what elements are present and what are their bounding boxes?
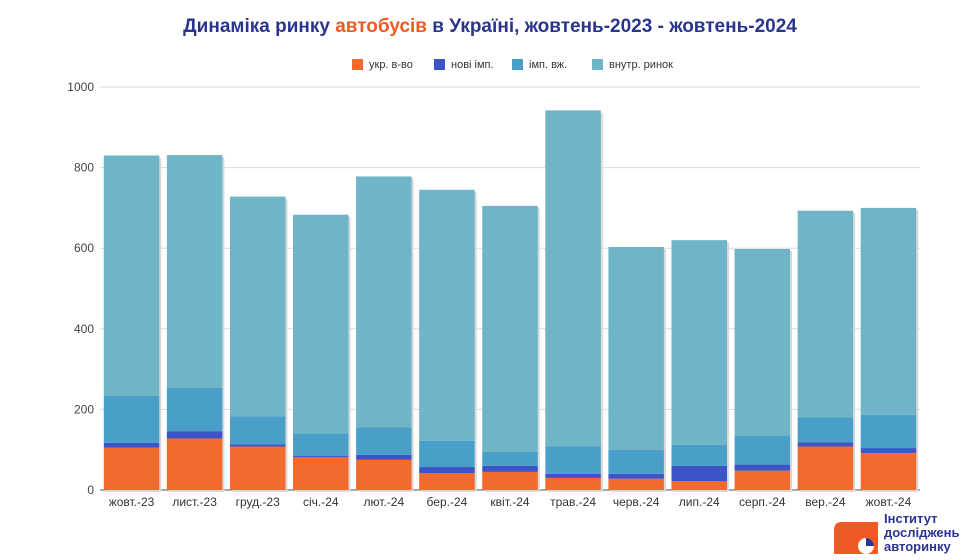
bar-segment-2 (797, 417, 854, 443)
bar-segment-1 (860, 448, 917, 453)
bar-segment-2 (166, 388, 223, 432)
legend-label: укр. в-во (369, 59, 413, 71)
bar-segment-2 (293, 433, 349, 456)
y-tick-label: 600 (74, 241, 94, 255)
x-tick-label: лют.-24 (364, 495, 405, 509)
x-tick-label: бер.-24 (427, 495, 468, 509)
y-tick-label: 1000 (67, 80, 94, 94)
legend-label: внутр. ринок (609, 59, 673, 71)
bar-segment-1 (103, 442, 160, 448)
bar-segment-0 (293, 456, 349, 490)
bar-segment-3 (860, 207, 917, 416)
x-tick-label: черв.-24 (613, 495, 660, 509)
bar-segment-3 (545, 110, 601, 447)
x-tick-label: жовт.-24 (866, 495, 912, 509)
logo-line-2: досліджень (884, 525, 960, 540)
bar-segment-3 (166, 155, 223, 389)
bar-segment-2 (734, 435, 791, 465)
x-tick-label: квіт.-24 (490, 495, 529, 509)
bar-segment-2 (482, 451, 538, 466)
bar-segment-3 (103, 155, 160, 396)
x-tick-label: серп.-24 (739, 495, 786, 509)
bar-segment-1 (293, 455, 349, 457)
bar-segment-3 (356, 176, 412, 428)
bar-segment-3 (482, 205, 538, 452)
bar-segment-1 (166, 431, 223, 439)
bar-segment-2 (229, 416, 286, 445)
legend-swatch (512, 59, 523, 70)
bar-segment-2 (356, 427, 412, 455)
bar-segment-0 (356, 459, 412, 490)
logo-line-1: Інститут (884, 511, 938, 526)
y-tick-label: 200 (74, 402, 94, 416)
bar-segment-1 (734, 464, 791, 471)
bar-segment-0 (103, 447, 160, 490)
bar-segment-1 (419, 467, 475, 474)
bar-segment-3 (734, 249, 791, 436)
y-tick-label: 800 (74, 161, 94, 175)
legend-label: імп. вж. (529, 59, 567, 71)
x-tick-label: січ.-24 (303, 495, 339, 509)
title-part-1: Динаміка ринку (183, 16, 336, 37)
bar-segment-2 (545, 446, 601, 474)
bar-segment-2 (608, 449, 664, 474)
bar-segment-0 (166, 438, 223, 490)
bar-segment-0 (419, 473, 475, 490)
chart-title: Динаміка ринку автобусів в Україні, жовт… (0, 16, 980, 38)
bar-segment-3 (419, 189, 475, 441)
bar-segment-3 (229, 196, 286, 417)
bar-segment-0 (482, 471, 538, 490)
bar-segment-0 (608, 478, 664, 490)
x-tick-label: трав.-24 (550, 495, 596, 509)
bar-segment-1 (608, 473, 664, 479)
bar-segment-0 (734, 470, 791, 490)
bar-segment-3 (671, 240, 727, 445)
bar-segment-2 (103, 395, 160, 443)
legend-swatch (434, 59, 445, 70)
bar-segment-1 (229, 444, 286, 447)
y-tick-label: 400 (74, 322, 94, 336)
bar-segment-1 (482, 465, 538, 472)
bar-segment-0 (229, 446, 286, 490)
stacked-bar-chart: 0 200 400 600 800 1000 жовт.-23 лист.-23 груд.-2… (67, 59, 920, 509)
bar-segment-2 (671, 444, 727, 466)
bar-segment-3 (293, 214, 349, 434)
x-tick-label: лип.-24 (679, 495, 720, 509)
bus-logo-icon (834, 522, 878, 554)
logo-line-3: авторинку (884, 539, 951, 554)
bar-segment-0 (797, 446, 854, 490)
title-accent: автобусів (335, 16, 427, 37)
bar-segment-2 (419, 440, 475, 468)
bar-segment-1 (545, 473, 601, 478)
logo-text: Інститут досліджень авторинку (884, 512, 960, 554)
x-tick-label: вер.-24 (805, 495, 846, 509)
bar-segment-0 (671, 481, 727, 490)
legend-swatch (592, 59, 603, 70)
legend-label: нові імп. (451, 59, 494, 71)
x-tick-label: лист.-23 (172, 495, 217, 509)
bar-segment-0 (860, 452, 917, 490)
bar-segment-0 (545, 477, 601, 490)
bar-segment-3 (608, 246, 664, 450)
bar-segment-2 (860, 415, 917, 449)
institute-logo: Інститут досліджень авторинку (832, 510, 972, 556)
bar-segment-1 (797, 442, 854, 447)
bar-segment-1 (356, 454, 412, 460)
y-tick-label: 0 (87, 483, 94, 497)
bar-segment-1 (671, 465, 727, 482)
bar-segment-3 (797, 210, 854, 418)
legend-swatch (352, 59, 363, 70)
x-tick-label: груд.-23 (236, 495, 281, 509)
x-tick-label: жовт.-23 (109, 495, 155, 509)
title-part-2: в Україні, жовтень-2023 - жовтень-2024 (426, 16, 797, 37)
